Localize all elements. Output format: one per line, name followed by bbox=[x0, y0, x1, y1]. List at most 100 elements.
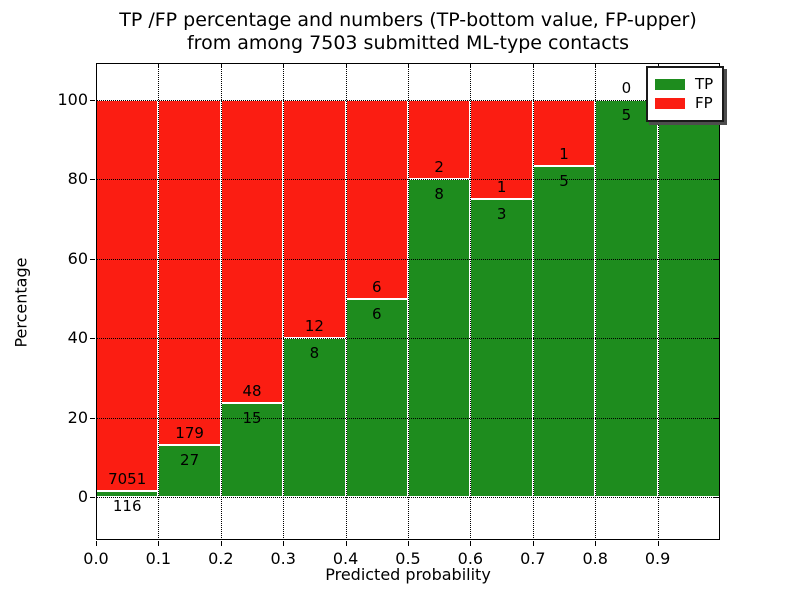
bar-segment-fp bbox=[408, 99, 471, 180]
bar-label-tp: 3 bbox=[496, 205, 507, 224]
y-tick-mark bbox=[90, 497, 95, 499]
bar-label-tp: 5 bbox=[621, 105, 632, 124]
right-tick-mark bbox=[714, 179, 719, 181]
gridline-vertical bbox=[532, 63, 534, 540]
bar-segment-fp bbox=[96, 99, 159, 491]
top-tick-mark bbox=[158, 63, 160, 68]
x-tick-mark bbox=[408, 541, 409, 546]
x-tick-label: 0.6 bbox=[457, 549, 484, 568]
bar-label-tp: 6 bbox=[372, 304, 382, 323]
bar-label-fp: 12 bbox=[304, 317, 324, 336]
bar-segment-fp bbox=[220, 99, 284, 403]
bar-label-tp: 27 bbox=[180, 451, 200, 470]
legend-label: FP bbox=[695, 94, 713, 112]
right-tick-mark bbox=[714, 417, 719, 419]
x-tick-mark bbox=[345, 541, 347, 546]
bar-label-fp: 179 bbox=[175, 424, 204, 443]
gridline-vertical bbox=[345, 63, 347, 540]
bar-segment-fp bbox=[532, 99, 596, 167]
bar-segment-tp bbox=[595, 99, 658, 498]
gridline-vertical bbox=[595, 63, 597, 540]
legend-swatch-tp bbox=[655, 78, 685, 90]
top-tick-mark bbox=[283, 63, 285, 68]
y-tick-label: 40 bbox=[67, 328, 88, 348]
bar-segment-fp bbox=[470, 99, 533, 200]
right-tick-mark bbox=[714, 258, 719, 260]
x-tick-label: 0.2 bbox=[208, 549, 234, 568]
x-tick-label: 0.3 bbox=[270, 549, 296, 568]
y-tick-label: 100 bbox=[57, 89, 88, 109]
legend-label: TP bbox=[695, 75, 714, 93]
top-tick-mark bbox=[657, 63, 659, 68]
bar-label-tp: 116 bbox=[112, 496, 142, 515]
gridline-vertical bbox=[283, 63, 285, 540]
right-tick-mark bbox=[714, 338, 719, 340]
bar-label-fp: 2 bbox=[434, 158, 444, 177]
x-axis-label: Predicted probability bbox=[325, 565, 491, 584]
y-tick-label: 20 bbox=[67, 407, 88, 427]
bar-segment-tp bbox=[470, 199, 533, 498]
chart-title-line1: TP /FP percentage and numbers (TP-bottom… bbox=[119, 9, 697, 31]
gridline-vertical bbox=[220, 63, 222, 540]
x-tick-mark bbox=[96, 541, 97, 546]
x-tick-label: 0.8 bbox=[582, 549, 608, 568]
top-tick-mark bbox=[345, 63, 347, 68]
gridline-vertical bbox=[158, 63, 160, 540]
bar-segment-tp bbox=[532, 166, 596, 498]
top-tick-mark bbox=[408, 63, 409, 68]
chart-title-line2: from among 7503 submitted ML-type contac… bbox=[186, 32, 630, 54]
legend: TP FP bbox=[646, 66, 725, 122]
x-tick-label: 0.5 bbox=[395, 549, 421, 568]
y-tick-label: 60 bbox=[67, 248, 88, 268]
top-tick-mark bbox=[220, 63, 222, 68]
bar-segment-fp bbox=[345, 99, 408, 299]
x-tick-mark bbox=[158, 541, 160, 546]
gridline-vertical bbox=[470, 63, 472, 540]
x-tick-label: 0.7 bbox=[520, 549, 546, 568]
x-tick-mark bbox=[470, 541, 472, 546]
right-tick-mark bbox=[714, 497, 719, 499]
legend-entry: TP bbox=[655, 76, 713, 92]
top-tick-mark bbox=[532, 63, 534, 68]
bar-segment-fp bbox=[283, 99, 346, 339]
gridline-vertical bbox=[657, 63, 659, 540]
top-tick-mark bbox=[470, 63, 472, 68]
y-tick-mark bbox=[90, 338, 95, 340]
bar-segment-tp bbox=[345, 298, 408, 498]
bar-label-fp: 1 bbox=[496, 178, 507, 197]
bar-label-fp: 1 bbox=[559, 145, 569, 164]
y-tick-label: 0 bbox=[77, 487, 88, 507]
bar-label-fp: 7051 bbox=[108, 469, 147, 488]
x-tick-label: 0.9 bbox=[644, 549, 671, 568]
bar-label-fp: 6 bbox=[372, 277, 382, 296]
bar-label-tp: 8 bbox=[309, 344, 320, 363]
x-tick-mark bbox=[283, 541, 285, 546]
y-tick-mark bbox=[90, 179, 95, 181]
x-tick-mark bbox=[532, 541, 534, 546]
x-tick-mark bbox=[657, 541, 659, 546]
bar-label-fp: 48 bbox=[242, 381, 262, 400]
bar-label-fp: 0 bbox=[621, 78, 632, 97]
y-tick-mark bbox=[90, 417, 95, 419]
bar-segment-tp bbox=[283, 338, 346, 498]
y-tick-mark bbox=[90, 258, 95, 260]
x-tick-label: 0.1 bbox=[145, 549, 172, 568]
x-tick-mark bbox=[595, 541, 597, 546]
bar-label-tp: 15 bbox=[242, 408, 262, 427]
top-tick-mark bbox=[595, 63, 597, 68]
x-tick-label: 0.4 bbox=[332, 549, 359, 568]
bar-segment-tp bbox=[657, 99, 720, 498]
y-tick-mark bbox=[90, 99, 95, 101]
legend-swatch-fp bbox=[655, 97, 685, 109]
x-tick-label: 0.0 bbox=[83, 549, 109, 568]
gridline-vertical bbox=[408, 63, 409, 540]
y-axis-label: Percentage bbox=[11, 257, 31, 348]
legend-entry: FP bbox=[655, 95, 713, 111]
y-tick-label: 80 bbox=[67, 169, 88, 189]
bar-label-tp: 8 bbox=[434, 185, 444, 204]
bar-segment-fp bbox=[158, 99, 221, 446]
bar-label-tp: 5 bbox=[559, 172, 569, 191]
legend-items: TP FP bbox=[655, 76, 713, 111]
